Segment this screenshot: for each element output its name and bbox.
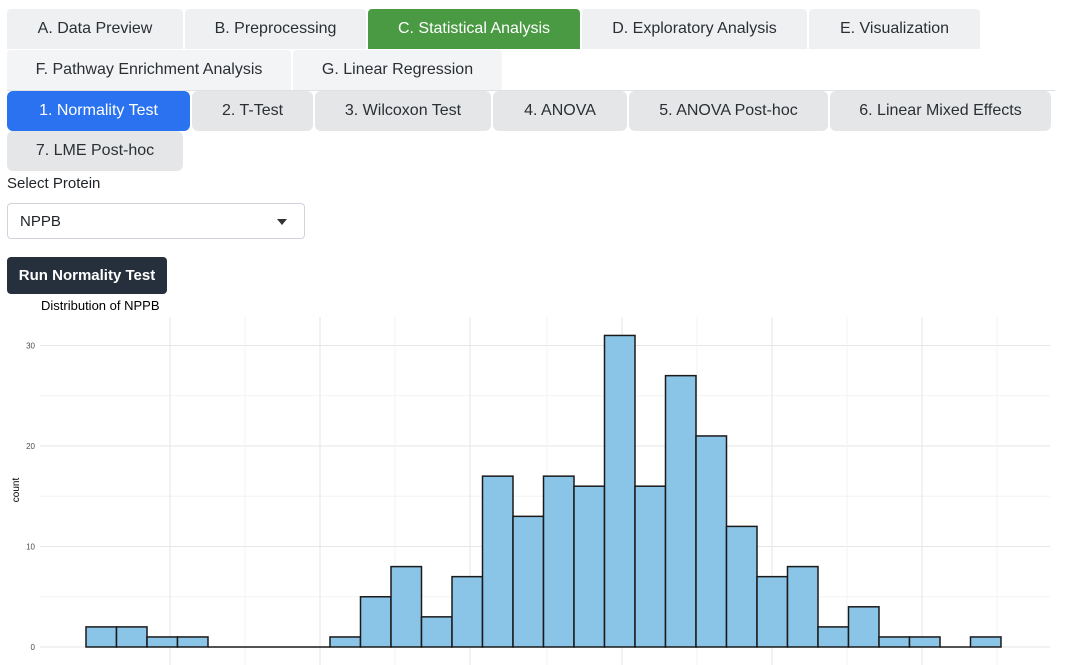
histogram-bars <box>85 334 1002 648</box>
histogram-bar <box>390 565 423 648</box>
histogram-bar <box>878 636 911 648</box>
protein-select[interactable]: NPPB <box>7 203 305 239</box>
histogram-bar <box>634 485 667 648</box>
chart-title: Distribution of NPPB <box>41 298 160 313</box>
histogram-bar <box>481 475 514 648</box>
tab-exploratory-analysis[interactable]: D. Exploratory Analysis <box>582 9 807 49</box>
tab-data-preview[interactable]: A. Data Preview <box>7 9 183 49</box>
histogram-bar <box>847 606 880 648</box>
histogram-bar <box>451 575 484 648</box>
histogram-bar <box>756 575 789 648</box>
histogram-chart: Distribution of NPPB count 0 10 20 30 <box>11 298 1050 665</box>
histogram-bar <box>146 636 179 648</box>
histogram-bar <box>603 334 636 648</box>
histogram-bar <box>269 646 300 648</box>
histogram-bar <box>359 596 392 648</box>
histogram-bar <box>542 475 575 648</box>
sub-tabs-row-1: 1. Normality Test 2. T-Test 3. Wilcoxon … <box>7 91 1053 131</box>
sub-tabs-row-2: 7. LME Post-hoc <box>7 131 185 171</box>
histogram-bar <box>299 646 330 648</box>
histogram-bar <box>329 636 362 648</box>
histogram-bar <box>238 646 269 648</box>
y-tick-label: 0 <box>31 643 36 652</box>
histogram-bar <box>115 626 148 648</box>
histogram-bar <box>208 646 239 648</box>
tab-visualization[interactable]: E. Visualization <box>809 9 980 49</box>
y-tick-label: 20 <box>26 442 35 451</box>
tab-lme-post-hoc[interactable]: 7. LME Post-hoc <box>7 131 183 171</box>
histogram-bar <box>908 636 941 648</box>
select-protein-label: Select Protein <box>7 175 101 192</box>
histogram-bar <box>664 374 697 648</box>
y-axis-label: count <box>11 478 22 503</box>
histogram-bar <box>695 435 728 648</box>
chevron-down-icon <box>277 219 287 225</box>
y-tick-label: 10 <box>26 543 35 552</box>
run-normality-test-button[interactable]: Run Normality Test <box>7 257 167 294</box>
tab-wilcoxon-test[interactable]: 3. Wilcoxon Test <box>315 91 491 131</box>
main-tabs-row-2: F. Pathway Enrichment Analysis G. Linear… <box>7 50 504 90</box>
histogram-bar <box>725 525 758 648</box>
histogram-bar <box>940 646 971 648</box>
tab-anova[interactable]: 4. ANOVA <box>493 91 627 131</box>
tab-pathway-enrichment[interactable]: F. Pathway Enrichment Analysis <box>7 50 291 90</box>
tab-normality-test[interactable]: 1. Normality Test <box>7 91 190 131</box>
histogram-bar <box>85 626 118 648</box>
histogram-bar <box>420 616 453 648</box>
tab-t-test[interactable]: 2. T-Test <box>192 91 313 131</box>
y-tick-label: 30 <box>26 342 35 351</box>
histogram-bar <box>176 636 209 648</box>
tab-anova-post-hoc[interactable]: 5. ANOVA Post-hoc <box>629 91 828 131</box>
histogram-bar <box>817 626 850 648</box>
tab-linear-mixed-effects[interactable]: 6. Linear Mixed Effects <box>830 91 1051 131</box>
histogram-bar <box>786 565 819 648</box>
tab-preprocessing[interactable]: B. Preprocessing <box>185 9 366 49</box>
tab-linear-regression[interactable]: G. Linear Regression <box>293 50 502 90</box>
tab-statistical-analysis[interactable]: C. Statistical Analysis <box>368 9 580 49</box>
histogram-bar <box>573 485 606 648</box>
tabs-divider <box>7 90 1055 91</box>
y-ticks: 0 10 20 30 <box>26 342 35 653</box>
protein-select-value: NPPB <box>20 212 61 230</box>
histogram-bar <box>969 636 1002 648</box>
histogram-bar <box>512 515 545 648</box>
main-tabs-row-1: A. Data Preview B. Preprocessing C. Stat… <box>7 9 982 49</box>
